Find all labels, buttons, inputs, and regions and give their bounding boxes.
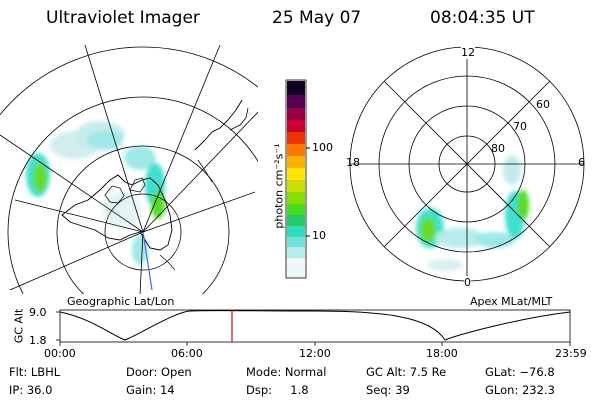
time-label: 08:04:35 UT (430, 8, 535, 28)
mlat-label-70: 70 (513, 120, 527, 133)
geo-latitude-info: GLat: −76.8 (485, 365, 555, 379)
auroral-emission-right (416, 155, 529, 271)
left-panel-label: Geographic Lat/Lon (67, 295, 175, 308)
dsp-info: Dsp: 1.8 (246, 383, 309, 397)
mlt-label-6: 6 (578, 156, 585, 169)
time-tick-0600: 06:00 (171, 347, 203, 360)
magnetic-polar-plot (349, 46, 585, 282)
mlt-label-12: 12 (461, 46, 475, 59)
mlat-label-60: 60 (536, 98, 550, 111)
date-label: 25 May 07 (272, 8, 362, 28)
colorbar-tick-10: 10 (312, 229, 326, 242)
gc-altitude-info: GC Alt: 7.5 Re (366, 365, 447, 379)
geographic-map (0, 44, 258, 294)
mlt-label-0: 0 (464, 276, 471, 289)
auroral-emission-left (26, 121, 165, 265)
time-tick-2359: 23:59 (555, 347, 587, 360)
colorbar-unit-label: photon cm⁻²s⁻¹ (272, 143, 286, 229)
colorbar-tick-100: 100 (312, 141, 333, 154)
filter-info: Flt: LBHL (9, 365, 61, 379)
colorbar (285, 79, 310, 279)
gain-info: Gain: 14 (126, 383, 175, 397)
instrument-title: Ultraviolet Imager (46, 8, 200, 28)
right-panel-label: Apex MLat/MLT (470, 295, 553, 308)
mode-info: Mode: Normal (246, 365, 327, 379)
geo-longitude-info: GLon: 232.3 (485, 383, 555, 397)
time-tick-0000: 00:00 (44, 347, 76, 360)
altitude-tick-9: 9.0 (29, 306, 47, 319)
altitude-tick-1.8: 1.8 (29, 334, 47, 347)
time-tick-1200: 12:00 (299, 347, 331, 360)
door-info: Door: Open (126, 365, 192, 379)
ip-info: IP: 36.0 (9, 383, 53, 397)
mlt-label-18: 18 (346, 156, 360, 169)
sequence-info: Seq: 39 (366, 383, 410, 397)
altitude-strip-chart (56, 309, 571, 346)
altitude-axis-label: GC Alt (12, 308, 26, 344)
mlat-label-80: 80 (491, 142, 505, 155)
time-tick-1800: 18:00 (426, 347, 458, 360)
